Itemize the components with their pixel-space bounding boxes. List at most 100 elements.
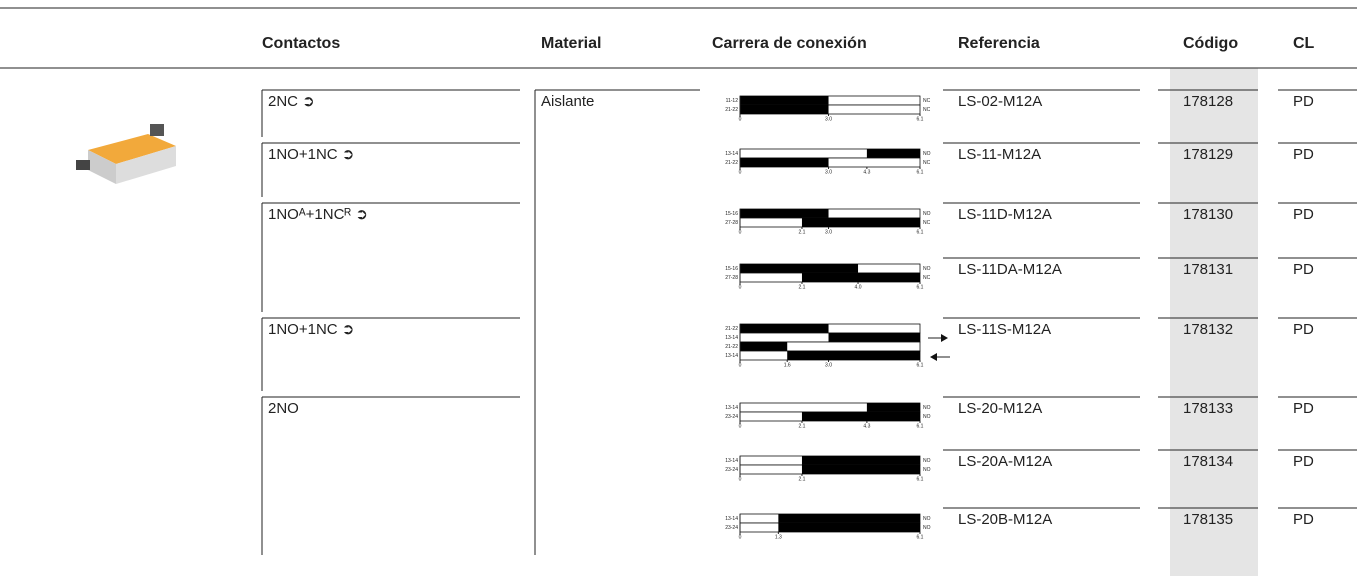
tick-label: 0 [739,534,742,540]
contacts: 1NOᴬ+1NCᴿ ➲ [268,206,368,223]
tick-label: 6.1 [917,362,924,368]
material: Aislante [541,93,594,110]
terminals: 23-24 [725,414,738,420]
terminals: 13-14 [725,458,738,464]
closed-segment [801,412,920,421]
column-header: Contactos [262,35,340,52]
terminals: 13-14 [725,516,738,522]
tick-label: 0 [739,476,742,482]
closed-segment [866,403,920,412]
closed-segment [801,456,920,465]
state: NC [923,107,931,113]
contacts: 1NO+1NC ➲ [268,321,354,338]
terminals: 27-28 [725,275,738,281]
closed-segment [740,105,829,114]
tick-label: 2.1 [798,229,805,235]
reference: LS-20B-M12A [958,511,1052,528]
terminals: 15-16 [725,266,738,272]
state: NO [923,414,931,420]
terminals: 21-22 [725,326,738,332]
state: NC [923,98,931,104]
code: 178130 [1183,206,1233,223]
code: 178133 [1183,400,1233,417]
cl: PD [1293,321,1314,338]
column-header: Carrera de conexión [712,35,867,52]
tick-label: 2.1 [798,476,805,482]
code: 178131 [1183,261,1233,278]
closed-segment [778,523,920,532]
state: NO [923,151,931,157]
state: NO [923,525,931,531]
tick-label: 0 [739,229,742,235]
reference: LS-02-M12A [958,93,1042,110]
terminals: 13-14 [725,151,738,157]
terminals: 13-14 [725,353,738,359]
tick-label: 6.1 [917,229,924,235]
code-column-shade [1170,68,1258,576]
direction-arrows [928,334,950,361]
tick-label: 6.1 [917,116,924,122]
tick-label: 1.6 [784,362,791,368]
reference: LS-11S-M12A [958,321,1051,338]
state: NC [923,160,931,166]
reference: LS-11DA-M12A [958,261,1062,278]
terminals: 21-22 [725,344,738,350]
contacts: 2NO [268,400,299,417]
tick-label: 1.3 [775,534,782,540]
terminals: 23-24 [725,467,738,473]
tick-label: 3.0 [825,169,832,175]
closed-segment [740,264,859,273]
product-image [76,124,176,184]
closed-segment [801,218,920,227]
closed-segment [801,273,920,282]
tick-label: 0 [739,423,742,429]
tick-label: 0 [739,284,742,290]
tick-label: 4.3 [863,423,870,429]
closed-segment [778,514,920,523]
tick-label: 6.1 [917,169,924,175]
tick-label: 6.1 [917,284,924,290]
code: 178135 [1183,511,1233,528]
terminals: 11-12 [726,98,739,104]
column-header: Código [1183,35,1238,52]
closed-segment [828,333,920,342]
terminals: 27-28 [725,220,738,226]
reference: LS-20-M12A [958,400,1042,417]
state: NC [923,275,931,281]
state: NO [923,458,931,464]
state: NO [923,211,931,217]
cl: PD [1293,93,1314,110]
closed-segment [740,324,829,333]
tick-label: 2.1 [798,284,805,290]
reference: LS-20A-M12A [958,453,1052,470]
terminals: 13-14 [725,335,738,341]
code: 178129 [1183,146,1233,163]
tick-label: 0 [739,362,742,368]
contacts: 2NC ➲ [268,93,315,110]
terminals: 21-22 [725,107,738,113]
state: NO [923,467,931,473]
cl: PD [1293,453,1314,470]
terminals: 21-22 [725,160,738,166]
code: 178132 [1183,321,1233,338]
closed-segment [740,158,829,167]
column-header: Material [541,35,601,52]
closed-segment [787,351,920,360]
reference: LS-11-M12A [958,146,1041,163]
tick-label: 4.0 [855,284,862,290]
closed-segment [866,149,920,158]
cl: PD [1293,400,1314,417]
contacts: 1NO+1NC ➲ [268,146,354,163]
code: 178134 [1183,453,1233,470]
tick-label: 6.1 [917,476,924,482]
tick-label: 3.0 [825,362,832,368]
terminals: 15-16 [725,211,738,217]
tick-label: 0 [739,116,742,122]
closed-segment [740,342,788,351]
column-header: Referencia [958,35,1040,52]
tick-label: 6.1 [917,423,924,429]
code: 178128 [1183,93,1233,110]
tick-label: 6.1 [917,534,924,540]
tick-label: 3.0 [825,116,832,122]
tick-label: 4.3 [863,169,870,175]
